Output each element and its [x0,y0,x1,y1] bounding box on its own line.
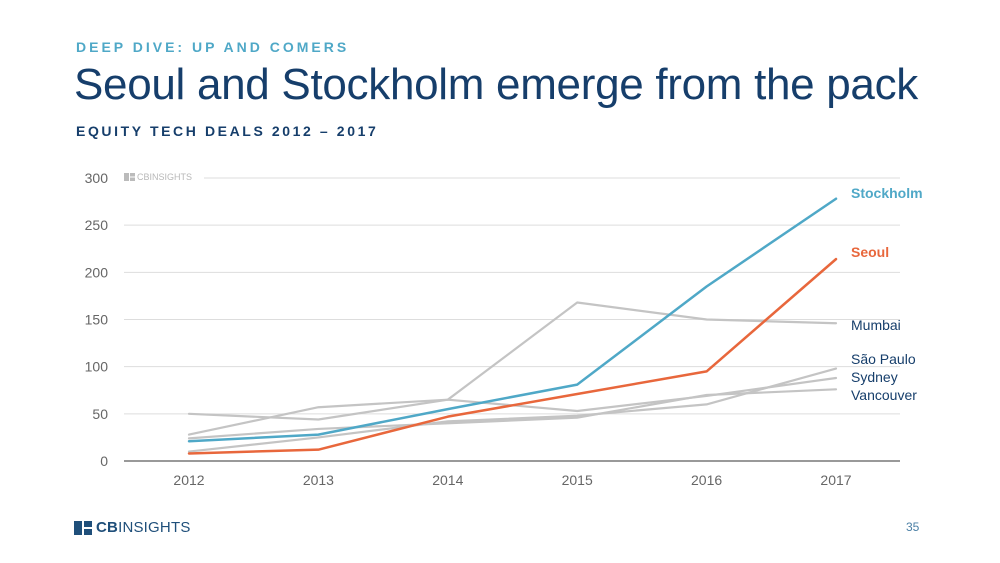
series-label: São Paulo [851,351,916,367]
y-tick-label: 200 [85,264,109,280]
x-tick-label: 2017 [820,472,851,488]
page-title: Seoul and Stockholm emerge from the pack [74,60,919,109]
series-label: Vancouver [851,387,917,403]
x-tick-label: 2015 [562,472,593,488]
x-tick-label: 2016 [691,472,722,488]
series-line-vancouver [187,388,838,440]
x-tick-label: 2014 [432,472,463,488]
footer-brand-rest: INSIGHTS [118,519,191,536]
series-line-seoul [187,257,838,455]
y-tick-label: 300 [85,170,109,186]
chart-subtitle: EQUITY TECH DEALS 2012 – 2017 [76,123,379,139]
series-line-stockholm [187,197,838,443]
x-tick-label: 2012 [173,472,204,488]
y-tick-label: 50 [92,406,108,422]
footer-logo: CBINSIGHTS [74,519,191,536]
watermark-text: CBINSIGHTS [137,172,193,182]
chart-watermark: CBINSIGHTS [124,172,192,182]
y-tick-label: 250 [85,217,109,233]
series-label: Stockholm [851,185,923,201]
series-line-s-o-paulo [187,367,838,453]
cbinsights-logo-icon [124,173,135,181]
y-tick-label: 150 [85,312,109,328]
section-eyebrow: DEEP DIVE: UP AND COMERS [76,39,350,55]
series-label: Seoul [851,244,889,260]
series-label: Mumbai [851,317,901,333]
x-tick-label: 2013 [303,472,334,488]
series-line-mumbai [187,301,838,436]
footer-brand-bold: CB [96,519,119,536]
y-tick-label: 100 [85,359,109,375]
series-label: Sydney [851,369,898,385]
footer-brand: CBINSIGHTS [96,519,191,536]
page-number: 35 [906,520,920,534]
y-tick-label: 0 [100,453,108,469]
cbinsights-logo-icon [74,520,92,535]
